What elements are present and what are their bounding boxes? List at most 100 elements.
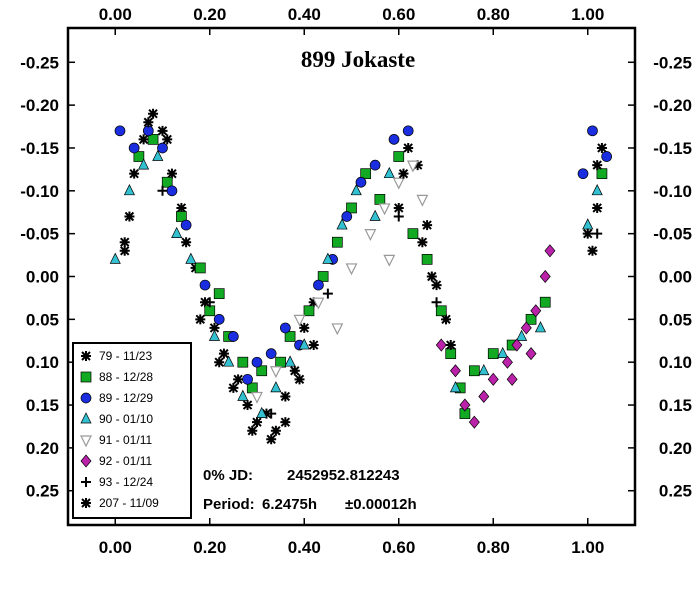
x-tick-label: 1.00: [571, 538, 604, 557]
data-point: [114, 125, 126, 137]
data-point: [242, 373, 253, 385]
data-point: [426, 271, 437, 282]
data-point: [166, 168, 177, 179]
data-point: [441, 314, 451, 325]
data-point: [393, 211, 404, 222]
y-tick-label: -0.25: [653, 53, 692, 72]
data-point: [228, 331, 239, 342]
x-tick-labels-bottom: 0.00 0.20 0.40 0.60 0.80 1.00: [99, 538, 605, 557]
data-point: [445, 340, 456, 351]
data-point: [251, 356, 263, 368]
x-tick-label: 1.00: [571, 5, 604, 24]
y-tick-label: -0.25: [20, 53, 59, 72]
data-point: [166, 185, 178, 197]
jd-label: 0% JD:: [203, 467, 253, 484]
y-tick-label: 0.20: [659, 439, 692, 458]
data-point: [213, 313, 225, 325]
info-block: 0% JD: 2452952.812243 Period: 6.2475h ±0…: [203, 467, 417, 513]
data-point: [265, 348, 277, 359]
axis-ticks: [68, 28, 635, 525]
data-point: [147, 134, 159, 145]
data-point: [530, 304, 542, 318]
data-point: [459, 398, 471, 412]
data-point: [313, 279, 324, 291]
data-point: [478, 389, 490, 404]
x-tick-label: 0.40: [288, 538, 321, 557]
data-point: [237, 356, 249, 368]
data-point: [355, 176, 367, 188]
data-point: [256, 406, 268, 418]
data-point: [601, 151, 613, 162]
data-point: [223, 355, 235, 367]
data-point: [431, 280, 442, 291]
data-point: [142, 125, 154, 137]
period-error: ±0.00012h: [345, 496, 417, 513]
data-point: [185, 252, 197, 264]
data-point: [435, 338, 447, 352]
data-point: [374, 194, 386, 205]
data-point: [501, 355, 513, 369]
legend-marker: [80, 371, 92, 383]
data-point: [422, 220, 433, 231]
data-point: [520, 321, 532, 335]
data-point: [421, 254, 433, 265]
data-point: [284, 355, 296, 367]
data-point: [161, 176, 173, 188]
data-point: [497, 346, 509, 358]
data-point: [369, 159, 381, 171]
data-point: [364, 229, 377, 241]
y-tick-label: 0.10: [659, 353, 692, 372]
y-tick-labels-right: -0.25 -0.20 -0.15 -0.10 -0.05 0.00 0.05 0.10 0.1…: [653, 53, 692, 500]
data-point: [341, 211, 353, 222]
data-point: [270, 381, 282, 393]
legend-label: 93 - 12/24: [99, 475, 153, 489]
data-point: [449, 381, 462, 393]
data-point: [407, 228, 419, 240]
data-point: [256, 365, 268, 377]
legend-marker: [81, 477, 91, 487]
data-point: [312, 297, 325, 310]
data-point: [138, 134, 149, 145]
data-point: [109, 252, 121, 264]
data-point: [293, 314, 306, 327]
period-value: 6.2475h: [262, 496, 317, 513]
data-point: [275, 356, 286, 368]
data-point: [280, 417, 291, 428]
data-point: [204, 297, 215, 308]
data-point: [398, 168, 409, 179]
data-point: [322, 288, 333, 299]
data-point: [143, 117, 154, 128]
legend-label: 92 - 01/11: [99, 454, 152, 468]
data-point: [468, 415, 480, 429]
y-tick-label: 0.10: [26, 353, 59, 372]
data-point: [280, 322, 291, 334]
data-point: [544, 244, 556, 258]
legend-label: 88 - 12/28: [99, 370, 153, 384]
legend-label: 89 - 12/29: [99, 391, 153, 405]
data-point: [392, 177, 405, 190]
data-point: [487, 372, 499, 386]
data-point: [298, 338, 310, 350]
legend-marker: [81, 498, 91, 508]
jd-value: 2452952.812243: [287, 467, 400, 484]
y-tick-label: -0.05: [20, 225, 59, 244]
data-point: [308, 340, 319, 351]
data-point: [247, 425, 258, 436]
data-point: [331, 323, 344, 336]
data-point: [478, 363, 490, 376]
data-point: [213, 288, 225, 299]
data-point: [157, 142, 168, 154]
data-point: [266, 408, 277, 419]
data-point: [383, 254, 396, 267]
data-point: [133, 151, 145, 162]
data-point: [487, 348, 499, 359]
legend-marker: [80, 392, 92, 404]
legend-marker: [81, 351, 91, 361]
data-point: [208, 329, 221, 341]
y-tick-label: 0.00: [659, 268, 692, 287]
data-point: [228, 382, 239, 393]
data-point: [251, 391, 263, 404]
data-point: [157, 185, 168, 196]
data-point: [449, 364, 461, 378]
